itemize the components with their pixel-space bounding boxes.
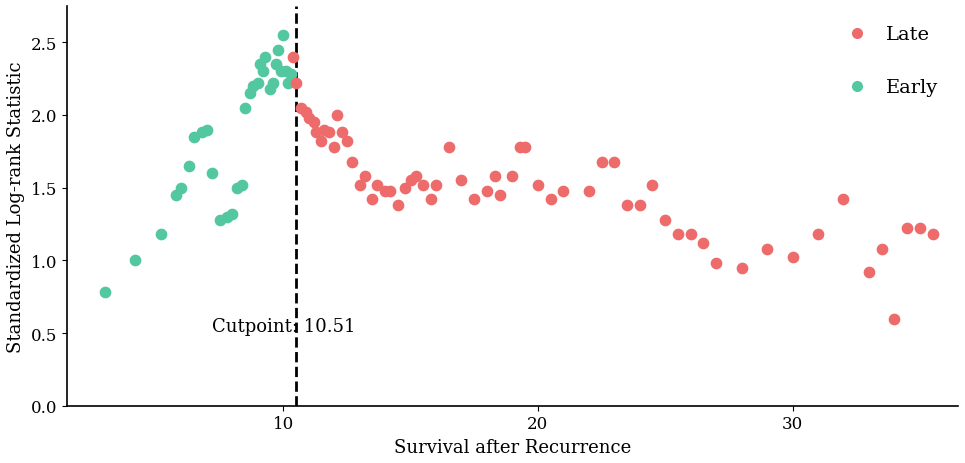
Point (278, 69, 293, 76)
Point (270, 47, 286, 54)
Point (733, 264, 749, 272)
Point (326, 144, 342, 151)
Point (275, 32, 290, 40)
Point (289, 80, 304, 88)
Point (265, 80, 281, 88)
Point (153, 231, 169, 238)
Point (273, 69, 289, 76)
Point (874, 245, 890, 253)
Point (219, 213, 234, 221)
Point (899, 225, 915, 232)
Point (225, 211, 240, 218)
Point (127, 257, 143, 264)
X-axis label: Survival after Recurrence: Survival after Recurrence (394, 438, 631, 456)
Point (861, 269, 876, 276)
Point (924, 231, 940, 238)
Point (424, 196, 439, 204)
Point (402, 177, 418, 185)
Point (268, 61, 284, 69)
Point (390, 202, 405, 209)
Point (262, 86, 278, 94)
Point (205, 170, 220, 177)
Point (242, 90, 258, 98)
Point (480, 188, 495, 195)
Point (887, 315, 902, 323)
Y-axis label: Standardized Log-rank Statistic: Standardized Log-rank Statistic (7, 61, 25, 352)
Point (237, 105, 253, 112)
Point (255, 69, 270, 76)
Point (253, 61, 268, 69)
Point (321, 130, 337, 137)
Point (345, 158, 360, 166)
Point (186, 134, 202, 141)
Point (293, 105, 309, 112)
Point (607, 158, 622, 166)
Point (671, 231, 686, 238)
Point (785, 254, 800, 262)
Point (416, 181, 431, 189)
Point (174, 185, 189, 192)
Point (309, 130, 324, 137)
Point (334, 130, 349, 137)
Point (517, 144, 533, 151)
Point (912, 225, 927, 232)
Point (301, 115, 317, 122)
Point (759, 245, 775, 253)
Point (234, 181, 250, 189)
Point (283, 71, 298, 79)
Point (250, 80, 265, 88)
Point (314, 138, 329, 145)
Point (696, 240, 711, 247)
Point (230, 185, 245, 192)
Point (683, 231, 699, 238)
Point (441, 144, 456, 151)
Point (298, 109, 314, 117)
Point (245, 83, 261, 90)
Text: Cutpoint: 10.51: Cutpoint: 10.51 (212, 317, 355, 335)
Point (365, 196, 380, 204)
Point (454, 177, 469, 185)
Point (357, 173, 372, 181)
Point (581, 188, 596, 195)
Point (329, 112, 345, 119)
Point (370, 181, 385, 189)
Point (530, 181, 545, 189)
Point (317, 126, 332, 134)
Point (492, 192, 508, 199)
Point (258, 54, 273, 62)
Point (593, 158, 609, 166)
Point (512, 144, 528, 151)
Point (466, 196, 482, 204)
Point (645, 181, 660, 189)
Point (382, 188, 398, 195)
Point (811, 231, 826, 238)
Point (620, 202, 635, 209)
Point (632, 202, 648, 209)
Legend: Late, Early: Late, Early (828, 17, 949, 107)
Point (181, 163, 197, 170)
Point (408, 173, 424, 181)
Point (486, 173, 502, 181)
Point (281, 80, 296, 88)
Point (352, 181, 368, 189)
Point (398, 185, 413, 192)
Point (377, 188, 393, 195)
Point (708, 260, 724, 268)
Point (836, 196, 851, 204)
Point (339, 138, 354, 145)
Point (505, 173, 520, 181)
Point (286, 54, 301, 62)
Point (199, 126, 214, 134)
Point (211, 217, 227, 224)
Point (657, 217, 673, 224)
Point (194, 130, 209, 137)
Point (97, 289, 113, 296)
Point (428, 181, 444, 189)
Point (556, 188, 571, 195)
Point (306, 119, 321, 127)
Point (543, 196, 559, 204)
Point (169, 192, 184, 199)
